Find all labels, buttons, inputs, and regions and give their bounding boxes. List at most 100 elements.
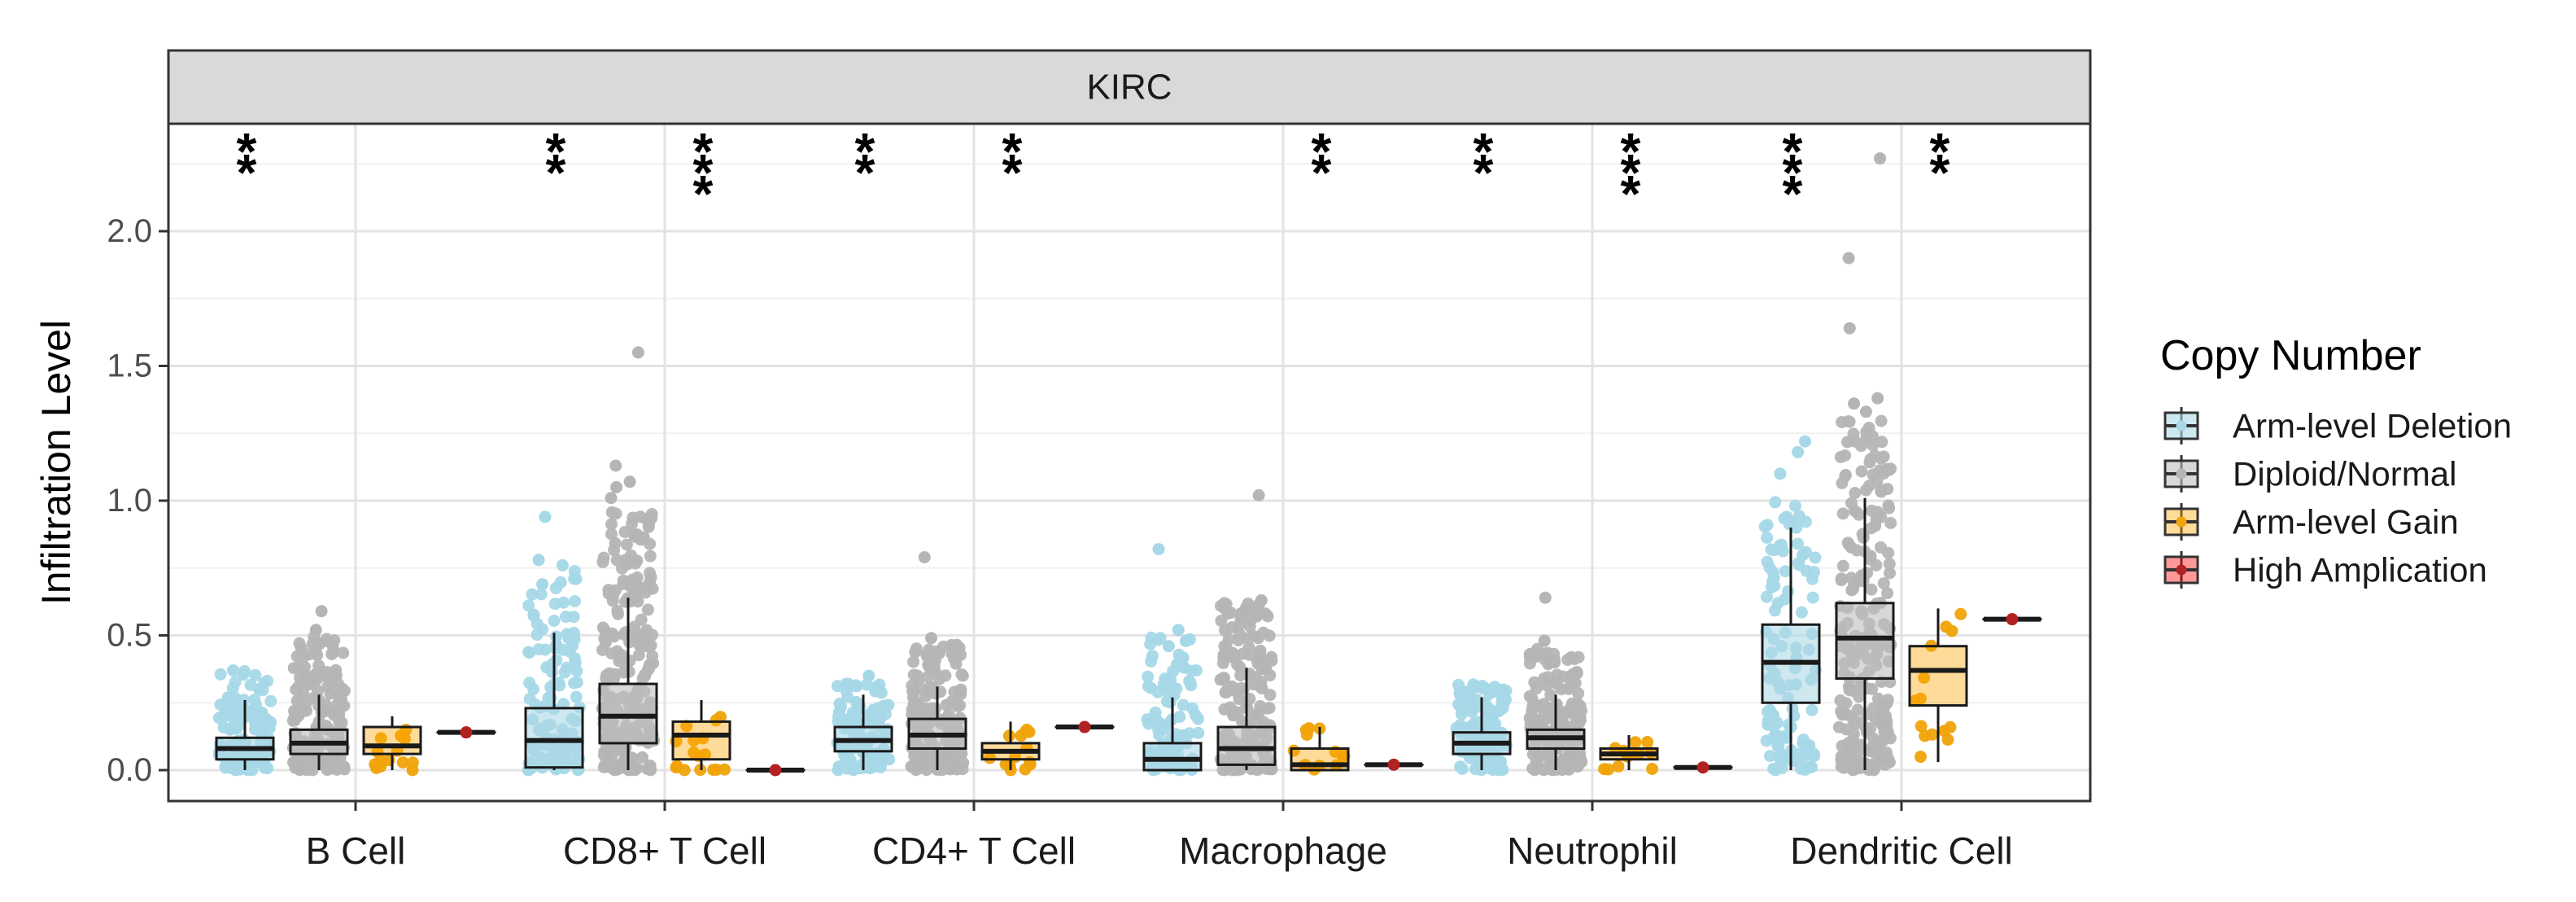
jitter-point (1881, 587, 1894, 600)
jitter-point (1881, 483, 1894, 496)
jitter-point (605, 518, 618, 531)
jitter-point (628, 764, 641, 777)
jitter-point (718, 763, 731, 776)
jitter-point (623, 655, 636, 668)
significance-star: * (1783, 122, 1803, 181)
jitter-point (291, 681, 304, 694)
jitter-point (1875, 436, 1888, 449)
jitter-point (406, 756, 419, 769)
jitter-point (1500, 693, 1512, 706)
jitter-point (1843, 415, 1856, 428)
jitter-point (1805, 703, 1818, 716)
x-tick-label: Macrophage (1179, 830, 1387, 872)
outlier-point (925, 632, 937, 645)
jitter-point (290, 694, 303, 707)
jitter-point (1944, 720, 1957, 733)
jitter-point (1145, 681, 1158, 694)
jitter-point (1760, 734, 1773, 747)
jitter-point (1882, 499, 1895, 512)
jitter-point (907, 655, 920, 668)
outlier-point (1774, 467, 1787, 480)
jitter-point (1779, 565, 1792, 578)
jitter-point (214, 698, 227, 711)
jitter-point (1880, 746, 1893, 759)
significance-label: ** (855, 122, 875, 202)
significance-label: ** (546, 122, 566, 202)
jitter-point (1877, 577, 1890, 590)
jitter-point (1227, 709, 1240, 722)
jitter-point (1450, 721, 1463, 734)
jitter-point (1767, 571, 1780, 584)
legend: Copy Number Arm-level Deletion Diploid/No… (2160, 332, 2512, 589)
jitter-point (1786, 703, 1799, 715)
jitter-point (1225, 621, 1238, 634)
jitter-point (334, 688, 347, 701)
jitter-point (1264, 689, 1277, 702)
jitter-point (1523, 657, 1536, 670)
outlier-point (1162, 640, 1175, 653)
jitter-point (1232, 634, 1245, 646)
jitter-point (214, 668, 227, 681)
outlier-point (1538, 634, 1551, 647)
significance-star: * (1474, 143, 1494, 202)
single-point (1696, 761, 1709, 774)
jitter-point (522, 599, 535, 612)
jitter-point (226, 681, 239, 694)
jitter-point (1794, 762, 1807, 775)
jitter-point (644, 641, 657, 654)
jitter-point (872, 704, 885, 717)
jitter-point (1465, 700, 1478, 713)
significance-star: * (546, 143, 566, 202)
significance-star: * (1930, 122, 1950, 181)
jitter-point (1612, 760, 1625, 773)
x-tick-label: Dendritic Cell (1790, 830, 2013, 872)
jitter-point (1849, 487, 1862, 500)
outlier-point (1799, 435, 1811, 448)
jitter-point (1863, 479, 1875, 492)
jitter-point (1247, 708, 1260, 721)
jitter-point (1835, 750, 1848, 763)
jitter-point (321, 760, 334, 773)
grid-lines (168, 124, 2090, 801)
x-tick-label: B Cell (306, 830, 406, 872)
jitter-point (626, 517, 639, 530)
jitter-point (608, 544, 621, 557)
significance-star: * (1930, 143, 1950, 202)
jitter-point (1865, 583, 1878, 596)
jitter-point (1565, 697, 1578, 710)
outlier-point (536, 578, 549, 591)
jitter-point (1020, 723, 1033, 736)
jitter-point (1186, 702, 1199, 715)
jitter-point (570, 664, 583, 677)
jitter-point (1806, 591, 1819, 604)
jitter-point (1489, 717, 1502, 730)
jitter-point (1185, 679, 1198, 692)
jitter-point (624, 549, 637, 562)
jitter-point (530, 628, 544, 641)
jitter-point (337, 646, 350, 659)
jitter-point (1265, 650, 1278, 663)
outlier-point (1843, 322, 1856, 335)
jitter-point (1847, 427, 1860, 440)
jitter-point (907, 668, 920, 681)
y-tick-label: 1.5 (107, 348, 152, 384)
jitter-point (313, 637, 326, 650)
jitter-point (1846, 712, 1859, 725)
jitter-point (950, 698, 963, 711)
jitter-point (598, 745, 611, 758)
jitter-point (1487, 764, 1500, 777)
significance-star: * (1621, 122, 1641, 181)
jitter-point (1866, 682, 1879, 695)
jitter-point (1915, 720, 1928, 733)
jitter-point (1864, 453, 1877, 466)
jitter-point (264, 694, 277, 707)
jitter-point (688, 746, 701, 759)
jitter-point (303, 676, 316, 690)
jitter-point (832, 764, 845, 777)
jitter-point (714, 711, 727, 724)
jitter-point (1884, 517, 1897, 529)
jitter-point (1491, 706, 1503, 718)
outlier-point (1172, 624, 1185, 637)
significance-star: * (1621, 164, 1641, 223)
